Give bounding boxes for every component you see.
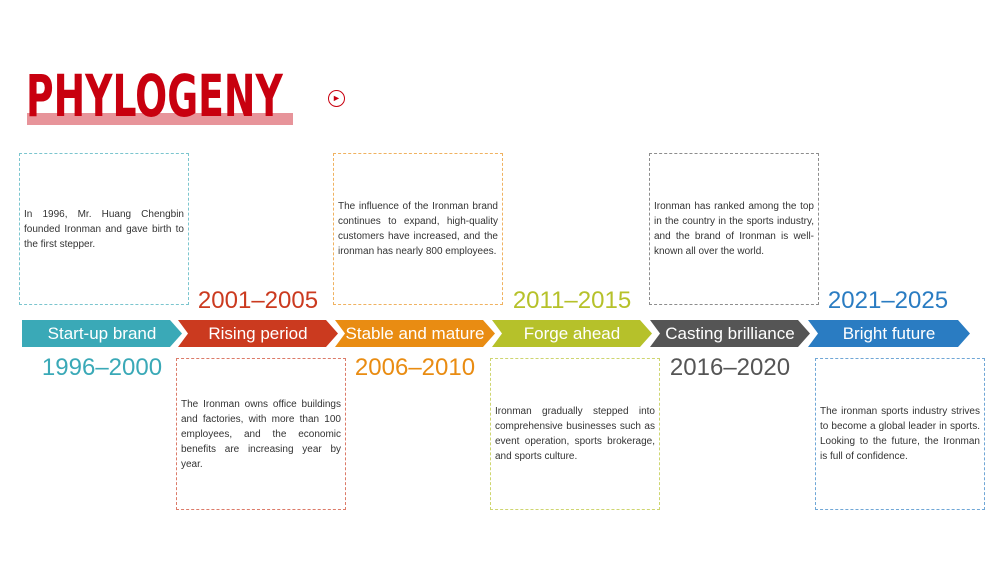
stage-0-label[interactable]: Start-up brand xyxy=(22,320,182,347)
stage-1-label[interactable]: Rising period xyxy=(178,320,338,347)
stage-4-label[interactable]: Casting brilliance xyxy=(650,320,810,347)
stage-2-years: 2006–2010 xyxy=(354,354,476,381)
stage-3-description: Ironman gradually stepped into comprehen… xyxy=(495,406,655,462)
play-circle-icon[interactable]: ► xyxy=(328,90,345,107)
stage-0-years: 1996–2000 xyxy=(41,354,163,381)
stage-3-years: 2011–2015 xyxy=(512,287,632,314)
stage-0-description: In 1996, Mr. Huang Chengbin founded Iron… xyxy=(24,208,184,250)
stage-4-description: Ironman has ranked among the top in the … xyxy=(654,201,814,257)
stage-4-description-box: Ironman has ranked among the top in the … xyxy=(649,153,819,305)
stage-3-description-box: Ironman gradually stepped into comprehen… xyxy=(490,358,660,510)
stage-5-label[interactable]: Bright future xyxy=(808,320,970,347)
stage-1-years: 2001–2005 xyxy=(197,287,319,314)
stage-1-description-box: The Ironman owns office buildings and fa… xyxy=(176,358,346,510)
stage-3-label[interactable]: Forge ahead xyxy=(492,320,652,347)
stage-0-description-box: In 1996, Mr. Huang Chengbin founded Iron… xyxy=(19,153,189,305)
page-title: PHYLOGENY xyxy=(26,62,283,130)
stage-2-description-box: The influence of the Ironman brand conti… xyxy=(333,153,503,305)
stage-5-description-box: The ironman sports industry strives to b… xyxy=(815,358,985,510)
stage-5-description: The ironman sports industry strives to b… xyxy=(820,406,980,462)
stage-1-description: The Ironman owns office buildings and fa… xyxy=(181,398,341,470)
stage-4-years: 2016–2020 xyxy=(669,354,791,381)
stage-5-years: 2021–2025 xyxy=(827,287,949,314)
stage-2-label[interactable]: Stable and mature xyxy=(335,320,495,347)
stage-2-description: The influence of the Ironman brand conti… xyxy=(338,201,498,257)
